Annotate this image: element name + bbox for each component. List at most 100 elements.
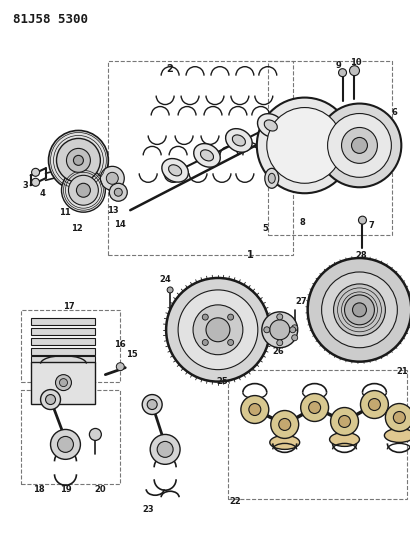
Circle shape — [279, 418, 291, 431]
Circle shape — [267, 108, 342, 183]
Circle shape — [56, 139, 100, 182]
Circle shape — [48, 131, 109, 190]
Ellipse shape — [264, 120, 277, 131]
Circle shape — [157, 441, 173, 457]
Ellipse shape — [226, 128, 252, 152]
Circle shape — [393, 411, 405, 423]
Ellipse shape — [201, 150, 214, 161]
Circle shape — [271, 410, 299, 439]
Text: 11: 11 — [59, 208, 70, 217]
Ellipse shape — [270, 435, 300, 449]
Circle shape — [270, 320, 290, 340]
Circle shape — [106, 172, 118, 184]
Text: 27: 27 — [296, 297, 307, 306]
Circle shape — [178, 290, 258, 370]
Bar — [30, 338, 95, 345]
Text: 12: 12 — [71, 224, 82, 232]
Text: 3: 3 — [23, 181, 28, 190]
Text: 9: 9 — [336, 61, 342, 70]
Circle shape — [308, 258, 411, 362]
Circle shape — [62, 168, 105, 212]
Bar — [30, 348, 95, 354]
Circle shape — [228, 340, 233, 345]
Bar — [30, 328, 95, 335]
Bar — [30, 318, 95, 325]
Circle shape — [349, 66, 360, 76]
Circle shape — [290, 327, 296, 333]
Circle shape — [58, 437, 74, 453]
Circle shape — [116, 362, 124, 370]
Circle shape — [51, 430, 81, 459]
Text: 26: 26 — [272, 347, 284, 356]
Bar — [268, 61, 393, 235]
Circle shape — [32, 179, 39, 186]
Circle shape — [166, 278, 270, 382]
Ellipse shape — [384, 429, 411, 442]
Circle shape — [74, 156, 83, 165]
Bar — [228, 370, 407, 499]
Ellipse shape — [169, 165, 182, 176]
Text: 4: 4 — [39, 189, 46, 198]
Circle shape — [167, 287, 173, 293]
Circle shape — [241, 395, 269, 423]
Circle shape — [228, 314, 233, 320]
Text: 28: 28 — [356, 251, 367, 260]
Circle shape — [309, 401, 321, 414]
Text: 19: 19 — [60, 484, 71, 494]
Circle shape — [257, 98, 353, 193]
Ellipse shape — [162, 158, 188, 182]
Circle shape — [328, 114, 391, 177]
Circle shape — [358, 216, 367, 224]
Text: 23: 23 — [142, 505, 154, 514]
Circle shape — [386, 403, 411, 431]
Text: 25: 25 — [216, 377, 228, 386]
Text: 21: 21 — [397, 367, 408, 376]
Circle shape — [206, 318, 230, 342]
Text: 20: 20 — [95, 484, 106, 494]
Circle shape — [69, 175, 98, 205]
Ellipse shape — [268, 173, 275, 183]
Circle shape — [32, 168, 39, 176]
Text: 2: 2 — [167, 63, 173, 74]
Bar — [30, 356, 95, 362]
Circle shape — [76, 183, 90, 197]
Circle shape — [334, 284, 386, 336]
Circle shape — [147, 400, 157, 409]
Ellipse shape — [232, 135, 245, 146]
Text: 81J58 5300: 81J58 5300 — [13, 13, 88, 26]
Circle shape — [292, 325, 298, 331]
Text: 7: 7 — [369, 221, 374, 230]
Text: 10: 10 — [350, 58, 361, 67]
Bar — [21, 390, 120, 484]
Text: 24: 24 — [159, 276, 171, 285]
Circle shape — [202, 314, 208, 320]
Circle shape — [353, 303, 367, 317]
Circle shape — [344, 295, 374, 325]
Circle shape — [360, 391, 388, 418]
Text: 5: 5 — [262, 224, 268, 232]
Circle shape — [264, 327, 270, 333]
Text: 15: 15 — [126, 350, 138, 359]
Circle shape — [41, 390, 60, 409]
Circle shape — [90, 429, 102, 440]
Circle shape — [193, 305, 243, 354]
Ellipse shape — [265, 168, 279, 188]
Bar — [21, 310, 120, 382]
Circle shape — [318, 103, 401, 187]
Ellipse shape — [258, 114, 284, 138]
Circle shape — [150, 434, 180, 464]
Circle shape — [109, 183, 127, 201]
Circle shape — [60, 378, 67, 386]
Circle shape — [339, 69, 346, 77]
Ellipse shape — [194, 143, 220, 167]
Circle shape — [46, 394, 55, 405]
Circle shape — [330, 408, 358, 435]
Text: 13: 13 — [108, 206, 119, 215]
Circle shape — [292, 335, 298, 341]
Circle shape — [202, 340, 208, 345]
Circle shape — [249, 403, 261, 416]
Circle shape — [142, 394, 162, 415]
Text: 17: 17 — [62, 302, 74, 311]
Bar — [109, 61, 293, 255]
Circle shape — [339, 416, 351, 427]
